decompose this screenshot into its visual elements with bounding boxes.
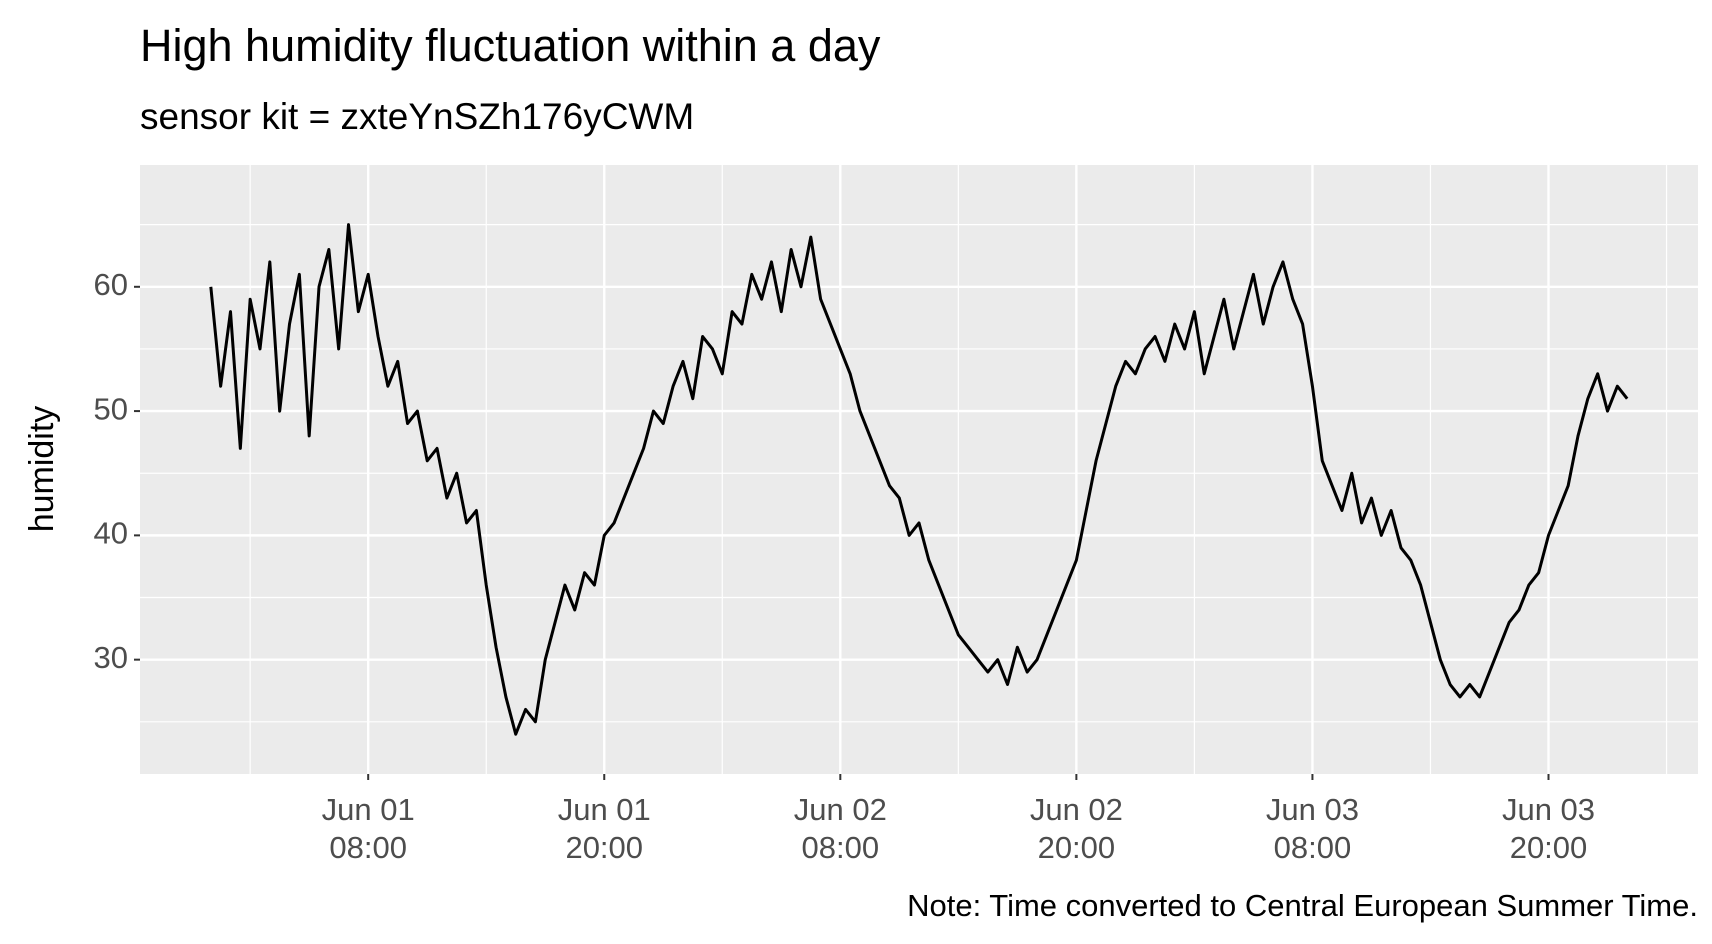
x-tick-label: Jun 02 08:00 bbox=[794, 792, 887, 865]
y-tick-label: 50 bbox=[94, 391, 128, 426]
caption: Note: Time converted to Central European… bbox=[907, 888, 1698, 923]
x-tick-label: Jun 03 08:00 bbox=[1266, 792, 1359, 865]
x-tick-label: Jun 02 20:00 bbox=[1030, 792, 1123, 865]
chart-title: High humidity fluctuation within a day bbox=[140, 20, 881, 71]
y-tick-label: 30 bbox=[94, 640, 128, 675]
x-tick-label: Jun 03 20:00 bbox=[1502, 792, 1595, 865]
plot-panel bbox=[140, 165, 1698, 774]
data-line bbox=[209, 223, 1629, 736]
y-tick-label: 60 bbox=[94, 267, 128, 302]
y-axis-label: humidity bbox=[23, 406, 61, 533]
y-tick-label: 40 bbox=[94, 516, 128, 551]
chart-subtitle: sensor kit = zxteYnSZh176yCWM bbox=[140, 96, 694, 137]
x-tick-label: Jun 01 20:00 bbox=[558, 792, 651, 865]
x-tick-label: Jun 01 08:00 bbox=[322, 792, 415, 865]
